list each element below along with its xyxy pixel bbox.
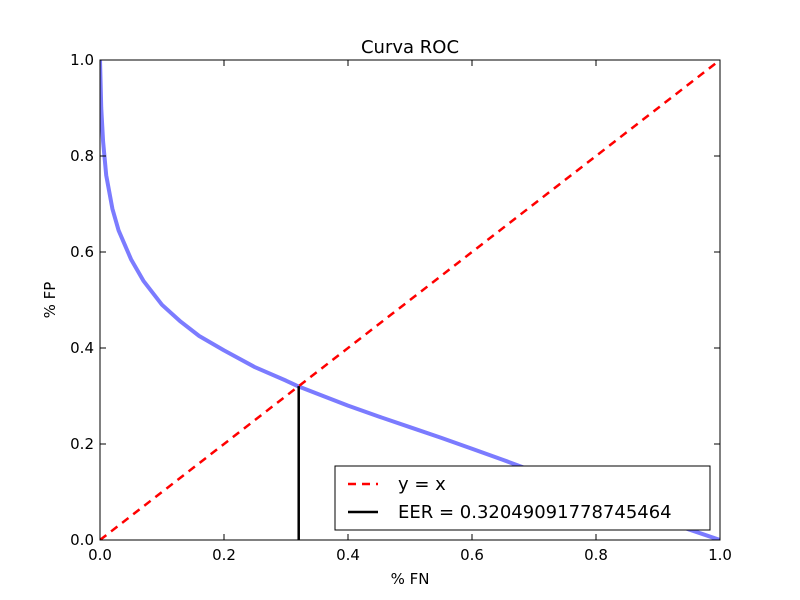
x-tick-label: 0.0 xyxy=(88,546,112,564)
y-tick-label: 0.0 xyxy=(70,531,94,549)
legend: y = x EER = 0.32049091778745464 xyxy=(334,465,711,531)
x-tick-label: 0.8 xyxy=(584,546,608,564)
x-tick-label: 0.4 xyxy=(336,546,360,564)
x-tick-label: 0.6 xyxy=(460,546,484,564)
chart-title: Curva ROC xyxy=(361,37,459,58)
y-tick-label: 0.8 xyxy=(70,147,94,165)
legend-label-identity: y = x xyxy=(398,474,446,495)
legend-label-eer: EER = 0.32049091778745464 xyxy=(398,502,672,523)
x-tick-label: 1.0 xyxy=(708,546,732,564)
x-axis-label: % FN xyxy=(391,570,430,588)
identity-line xyxy=(100,60,720,540)
y-tick-label: 0.6 xyxy=(70,243,94,261)
x-tick-label: 0.2 xyxy=(212,546,236,564)
y-tick-label: 1.0 xyxy=(70,51,94,69)
legend-box xyxy=(334,465,711,531)
y-tick-label: 0.4 xyxy=(70,339,94,357)
axis-ticks: 0.0 0.2 0.4 0.6 0.8 1.0 0.0 0.2 0.4 0.6 0.8 1.0 xyxy=(70,51,732,564)
plot-frame xyxy=(99,59,721,541)
y-axis-label: % FP xyxy=(41,282,59,319)
y-tick-label: 0.2 xyxy=(70,435,94,453)
